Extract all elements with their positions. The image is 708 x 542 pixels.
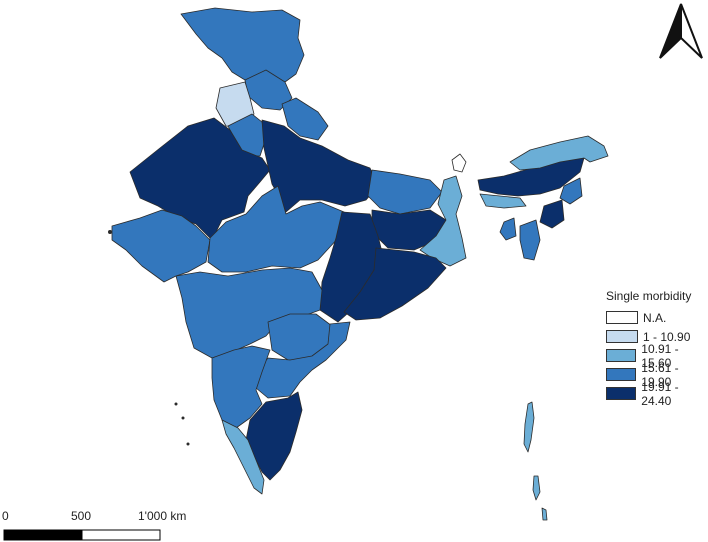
legend-swatch xyxy=(606,368,637,381)
legend-swatch xyxy=(606,349,637,362)
region-jammu-kashmir xyxy=(180,7,305,83)
legend-item-class-3: 15.61 - 19.90 xyxy=(606,361,708,389)
scale-label-500: 500 xyxy=(71,509,92,523)
region-arunachal xyxy=(509,135,609,171)
coast-islet-dot xyxy=(108,230,112,234)
legend-label: 1 - 10.90 xyxy=(643,329,691,344)
scale-label-0: 0 xyxy=(2,509,9,523)
legend-label: 19.91 - 24.40 xyxy=(641,379,679,408)
region-kerala xyxy=(221,419,265,495)
legend-item-na: N.A. xyxy=(606,308,708,327)
lakshadweep-dot xyxy=(181,416,185,420)
region-odisha xyxy=(343,247,447,321)
region-karnataka xyxy=(211,345,271,429)
legend: Single morbidity N.A. 1 - 10.90 10.91 - … xyxy=(606,289,708,408)
region-sikkim xyxy=(451,153,467,173)
scale-bar xyxy=(3,529,161,541)
region-andaman-islands xyxy=(523,401,535,453)
region-mizoram xyxy=(519,219,541,261)
lakshadweep-dot xyxy=(186,442,190,446)
region-uttarakhand xyxy=(281,97,329,141)
legend-swatch xyxy=(606,311,638,324)
region-gujarat xyxy=(111,209,211,283)
legend-item-class-2: 10.91 - 15.60 xyxy=(606,342,708,370)
region-meghalaya xyxy=(479,193,527,209)
region-west-bengal xyxy=(419,175,467,267)
legend-item-class-4: 19.91 - 24.40 xyxy=(606,380,708,408)
legend-label: 10.91 - 15.60 xyxy=(641,341,679,370)
region-tripura xyxy=(499,217,517,241)
region-nagaland xyxy=(559,177,583,205)
region-manipur xyxy=(539,199,565,229)
legend-swatch xyxy=(606,330,638,343)
region-bihar xyxy=(367,169,443,215)
legend-label: 15.61 - 19.90 xyxy=(641,360,679,389)
legend-item-class-1: 1 - 10.90 xyxy=(606,327,708,346)
region-andhra-pradesh xyxy=(255,321,351,399)
lakshadweep-dot xyxy=(174,402,178,406)
region-uttar-pradesh xyxy=(261,119,379,213)
legend-swatch xyxy=(606,387,637,400)
scale-label-1000: 1'000 km xyxy=(138,509,187,523)
legend-title: Single morbidity xyxy=(606,289,692,303)
region-nicobar-islands xyxy=(532,475,548,521)
north-arrow-icon xyxy=(659,3,703,59)
legend-label: N.A. xyxy=(643,310,667,325)
